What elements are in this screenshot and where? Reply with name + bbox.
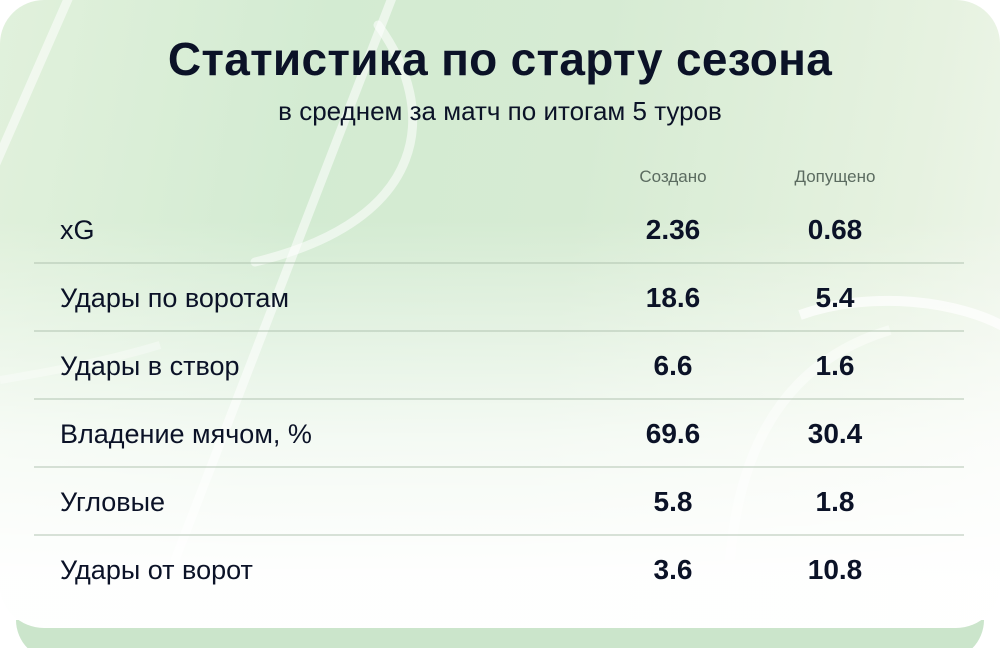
page-title: Статистика по старту сезона xyxy=(167,33,833,85)
value-created: 5.8 xyxy=(653,486,693,517)
row-label: Удары по воротам xyxy=(60,283,290,313)
value-conceded: 10.8 xyxy=(807,554,863,585)
value-conceded: 0.68 xyxy=(807,214,863,245)
value-conceded: 1.8 xyxy=(815,486,855,517)
column-header-conceded: Допущено xyxy=(794,167,876,186)
stats-card: Статистика по старту сезона в среднем за… xyxy=(0,0,1000,628)
table-row: Владение мячом, % 69.6 30.4 xyxy=(34,400,964,468)
table-row: xG 2.36 0.68 xyxy=(34,196,964,264)
value-created: 69.6 xyxy=(645,418,701,449)
row-label: Удары от ворот xyxy=(60,555,253,585)
table-row: Удары по воротам 18.6 5.4 xyxy=(34,264,964,332)
stats-table: xG 2.36 0.68 Удары по воротам 18.6 5.4 У… xyxy=(34,196,964,604)
row-label: Владение мячом, % xyxy=(60,419,312,449)
column-header-created: Создано xyxy=(639,167,707,186)
table-row: Удары от ворот 3.6 10.8 xyxy=(34,536,964,604)
row-label: Угловые xyxy=(60,487,166,517)
value-conceded: 1.6 xyxy=(815,350,855,381)
row-label: xG xyxy=(60,215,95,245)
table-row: Удары в створ 6.6 1.6 xyxy=(34,332,964,400)
value-created: 18.6 xyxy=(645,282,701,313)
page-subtitle: в среднем за матч по итогам 5 туров xyxy=(278,96,722,126)
value-created: 2.36 xyxy=(645,214,701,245)
value-created: 6.6 xyxy=(653,350,693,381)
value-created: 3.6 xyxy=(653,554,693,585)
value-conceded: 5.4 xyxy=(815,282,855,313)
row-label: Удары в створ xyxy=(60,351,240,381)
value-conceded: 30.4 xyxy=(807,418,863,449)
table-row: Угловые 5.8 1.8 xyxy=(34,468,964,536)
